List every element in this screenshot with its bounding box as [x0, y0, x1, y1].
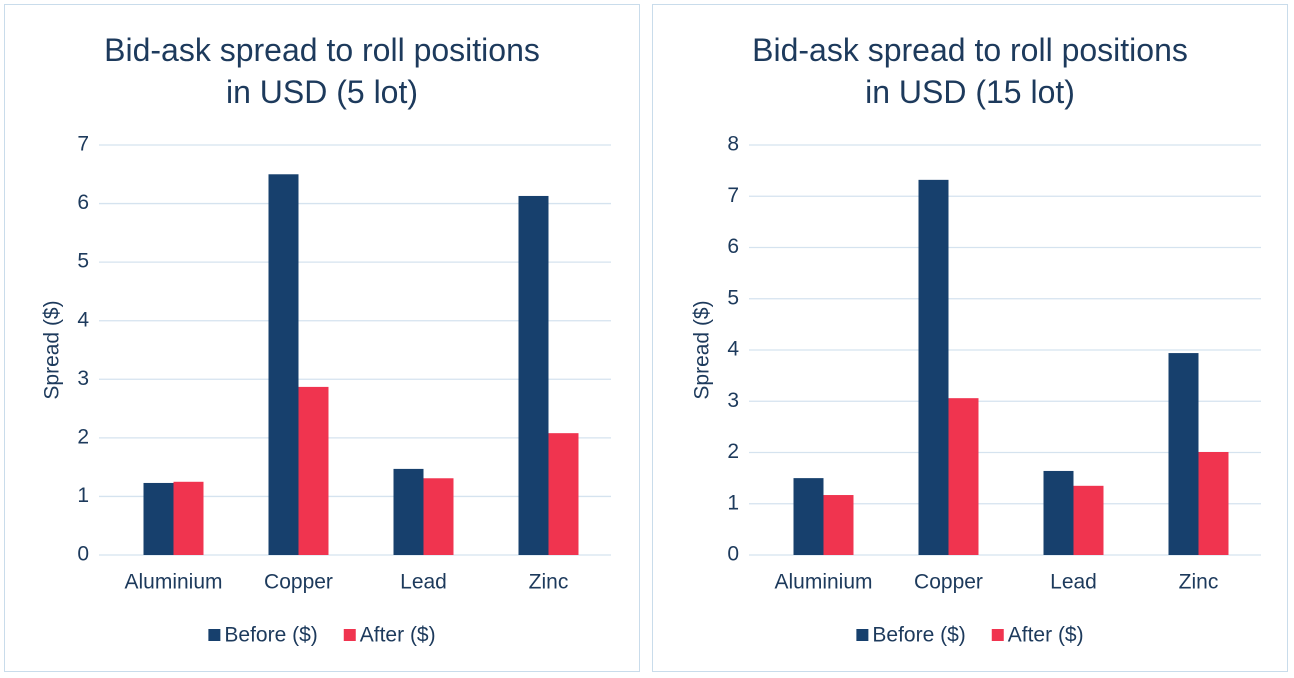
x-tick-label: Aluminium [124, 571, 222, 594]
x-tick-label: Copper [264, 571, 333, 594]
bar [948, 398, 979, 555]
y-tick-label: 1 [77, 484, 89, 507]
y-tick-label: 7 [77, 133, 89, 156]
bar [518, 195, 549, 555]
bar [173, 481, 204, 555]
y-tick-label: 5 [77, 250, 89, 273]
y-tick-label: 8 [727, 133, 739, 156]
chart-title: Bid-ask spread to roll positions in USD … [752, 32, 1188, 110]
x-tick-label: Zinc [1179, 571, 1219, 594]
bar [393, 468, 424, 555]
y-tick-label: 5 [727, 286, 739, 309]
x-tick-label: Zinc [529, 571, 569, 594]
bar [1198, 451, 1229, 555]
y-tick-label: 4 [77, 308, 89, 331]
y-tick-label: 6 [727, 235, 739, 258]
chart-panel: Bid-ask spread to roll positions in USD … [4, 4, 640, 672]
x-tick-label: Copper [914, 571, 983, 594]
x-tick-label: Aluminium [774, 571, 872, 594]
bar [1043, 470, 1074, 555]
y-tick-label: 4 [727, 338, 739, 361]
y-tick-label: 2 [727, 440, 739, 463]
legend-swatch [991, 629, 1004, 641]
y-tick-label: 2 [77, 425, 89, 448]
bar [298, 386, 329, 555]
y-tick-label: 0 [727, 543, 739, 566]
legend-label: Before ($) [224, 624, 317, 647]
legend-label: Before ($) [872, 624, 965, 647]
y-tick-label: 7 [727, 184, 739, 207]
legend: Before ($) After ($) [208, 624, 436, 647]
legend-swatch [343, 629, 356, 641]
bar [918, 179, 949, 555]
bar [1073, 485, 1104, 555]
x-tick-label: Lead [400, 571, 447, 594]
y-tick-label: 0 [77, 543, 89, 566]
y-tick-label: 3 [727, 389, 739, 412]
y-axis-title: Spread ($) [41, 300, 64, 399]
legend-label: After ($) [1008, 624, 1084, 647]
chart: 0 1 2 3 4 5 6 7 Spread ($) Aluminium Copper Lead Zin… [41, 133, 611, 647]
legend-swatch [208, 629, 221, 641]
chart-panel: Bid-ask spread to roll positions in USD … [652, 4, 1288, 672]
x-tick-label: Lead [1050, 571, 1097, 594]
chart: 0 1 2 3 4 5 6 7 8 Spread ($) Aluminium Copper Lead Zi… [691, 133, 1261, 647]
legend-label: After ($) [360, 624, 436, 647]
bar [793, 478, 824, 555]
bar [423, 478, 454, 555]
legend: Before ($) After ($) [856, 624, 1084, 647]
bar [143, 482, 174, 555]
legend-swatch [856, 629, 869, 641]
y-tick-label: 6 [77, 191, 89, 214]
bar [823, 495, 854, 555]
chart-title: Bid-ask spread to roll positions in USD … [104, 32, 540, 110]
y-axis-title: Spread ($) [691, 300, 714, 399]
bar [1168, 353, 1199, 555]
y-tick-label: 3 [77, 367, 89, 390]
bar [548, 433, 579, 555]
bar [268, 174, 299, 556]
y-tick-label: 1 [727, 491, 739, 514]
